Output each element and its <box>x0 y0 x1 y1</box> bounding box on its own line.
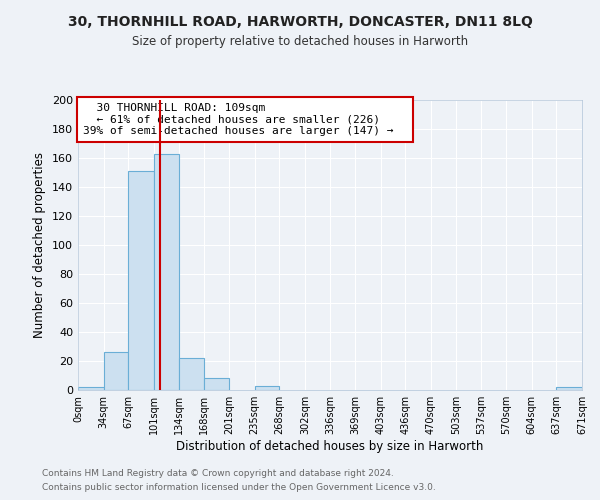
X-axis label: Distribution of detached houses by size in Harworth: Distribution of detached houses by size … <box>176 440 484 453</box>
Bar <box>128 171 154 390</box>
Bar <box>204 378 229 390</box>
Text: 30, THORNHILL ROAD, HARWORTH, DONCASTER, DN11 8LQ: 30, THORNHILL ROAD, HARWORTH, DONCASTER,… <box>68 15 532 29</box>
Text: Contains HM Land Registry data © Crown copyright and database right 2024.: Contains HM Land Registry data © Crown c… <box>42 468 394 477</box>
Bar <box>179 358 204 390</box>
Bar <box>78 387 104 390</box>
Text: Contains public sector information licensed under the Open Government Licence v3: Contains public sector information licen… <box>42 484 436 492</box>
Bar <box>104 352 128 390</box>
Bar <box>254 386 279 390</box>
Bar <box>556 387 582 390</box>
Text: 30 THORNHILL ROAD: 109sqm
  ← 61% of detached houses are smaller (226)
39% of se: 30 THORNHILL ROAD: 109sqm ← 61% of detac… <box>83 103 407 136</box>
Bar <box>154 154 179 390</box>
Y-axis label: Number of detached properties: Number of detached properties <box>34 152 46 338</box>
Text: Size of property relative to detached houses in Harworth: Size of property relative to detached ho… <box>132 35 468 48</box>
